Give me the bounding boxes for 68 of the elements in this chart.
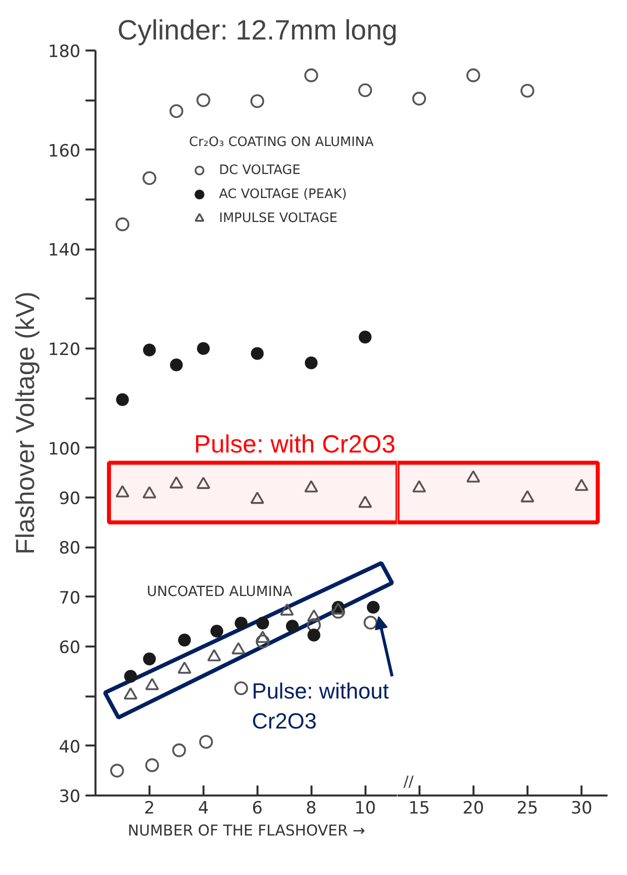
annotation: // bbox=[404, 772, 415, 790]
point bbox=[142, 171, 156, 186]
point bbox=[520, 84, 534, 98]
x-axis-title: NUMBER OF THE FLASHOVER → bbox=[128, 822, 366, 840]
point bbox=[110, 764, 124, 778]
annotation: UNCOATED ALUMINA bbox=[146, 584, 293, 600]
point bbox=[308, 628, 320, 642]
y-tick-label: 70 bbox=[58, 588, 81, 608]
point bbox=[145, 758, 160, 772]
x-tick-label: 30 bbox=[570, 798, 592, 818]
x-tick-label: 8 bbox=[306, 798, 317, 818]
point bbox=[116, 393, 129, 406]
point bbox=[304, 68, 318, 82]
point bbox=[358, 330, 372, 344]
y-tick-label: 100 bbox=[48, 439, 81, 460]
point bbox=[196, 342, 210, 355]
point bbox=[256, 634, 270, 648]
y-tick-label: 40 bbox=[58, 737, 81, 758]
point bbox=[178, 634, 191, 646]
y-tick-label: 120 bbox=[48, 340, 81, 360]
point bbox=[412, 92, 426, 106]
point bbox=[116, 217, 130, 232]
point bbox=[170, 358, 183, 372]
point bbox=[196, 93, 210, 108]
x-tick-label: 20 bbox=[462, 798, 484, 818]
y-tick-label: 80 bbox=[58, 538, 81, 559]
band-label: Pulse: with Cr2O3 bbox=[194, 430, 396, 459]
point bbox=[234, 681, 248, 696]
x-tick-label: 6 bbox=[252, 798, 263, 818]
chart-title: Cylinder: 12.7mm long bbox=[117, 14, 398, 46]
point bbox=[466, 470, 480, 482]
y-axis-title: Flashover Voltage (kV) bbox=[10, 291, 40, 555]
point bbox=[520, 490, 534, 502]
point bbox=[124, 670, 137, 683]
y-tick-label: 60 bbox=[58, 638, 81, 658]
x-tick-label: 2 bbox=[144, 798, 155, 818]
x-tick-label: 4 bbox=[198, 798, 209, 818]
annotation: Pulse: without Cr2O3 bbox=[252, 678, 389, 734]
point bbox=[143, 344, 156, 356]
y-tick-label: 180 bbox=[48, 42, 81, 62]
point bbox=[358, 83, 372, 98]
legend-label: IMPULSE VOLTAGE bbox=[219, 210, 338, 226]
legend-label: DC VOLTAGE bbox=[219, 162, 300, 178]
point bbox=[307, 618, 321, 632]
point bbox=[304, 356, 318, 370]
point bbox=[234, 616, 248, 630]
point bbox=[366, 600, 380, 614]
point bbox=[250, 94, 264, 108]
point bbox=[169, 104, 184, 118]
legend-title: Cr₂O₃ COATING ON ALUMINA bbox=[189, 135, 374, 150]
point bbox=[143, 652, 156, 666]
point bbox=[250, 347, 264, 360]
x-tick-label: 15 bbox=[408, 798, 430, 818]
point bbox=[199, 734, 213, 749]
point bbox=[256, 616, 270, 630]
point bbox=[412, 480, 426, 492]
y-tick-label: 160 bbox=[48, 141, 81, 162]
y-tick-label: 140 bbox=[48, 240, 81, 261]
y-tick-label: 90 bbox=[58, 489, 81, 509]
x-tick-label: 10 bbox=[354, 798, 376, 818]
legend-label: AC VOLTAGE (PEAK) bbox=[219, 186, 347, 202]
point bbox=[286, 620, 299, 633]
point bbox=[574, 478, 588, 491]
point bbox=[364, 616, 378, 630]
point bbox=[210, 624, 224, 638]
point bbox=[466, 68, 480, 82]
x-tick-label: 25 bbox=[516, 798, 538, 818]
point bbox=[172, 743, 186, 758]
